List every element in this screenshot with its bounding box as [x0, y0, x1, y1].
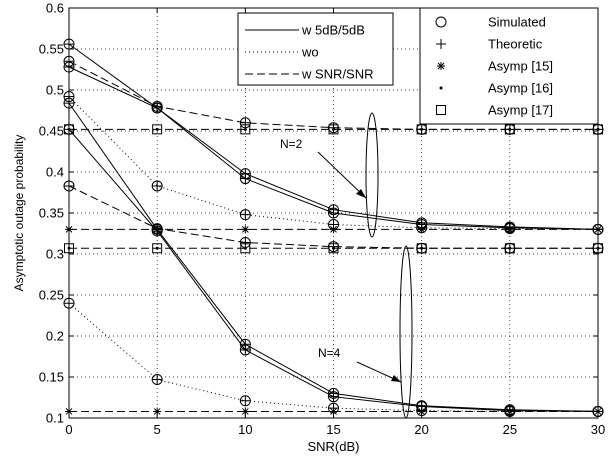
- theoretic-marker: [152, 180, 163, 191]
- asymp15-marker: [505, 407, 514, 416]
- y-tick-label: 0.6: [46, 1, 64, 16]
- theoretic-marker: [328, 208, 339, 218]
- y-tick-label: 0.15: [39, 370, 64, 385]
- asymp15-marker: [505, 225, 514, 234]
- asymp15-marker: [241, 407, 250, 416]
- theoretic-marker: [152, 101, 163, 112]
- x-tick-label: 15: [326, 422, 340, 437]
- asymp17-marker: [504, 124, 515, 135]
- asymp15-marker: [417, 225, 426, 234]
- asymp17-marker: [240, 243, 251, 254]
- marker-legend-box: [419, 7, 599, 125]
- asymp15-marker: [329, 407, 338, 416]
- legend-marker-label: Asymp [16]: [488, 81, 553, 96]
- x-tick-label: 25: [503, 422, 517, 437]
- x-tick-label: 20: [414, 422, 428, 437]
- y-tick-label: 0.2: [46, 329, 64, 344]
- y-tick-label: 0.3: [46, 247, 64, 262]
- annotation-n4: N=4: [318, 346, 341, 360]
- y-tick-label: 0.35: [39, 206, 64, 221]
- asymp15-marker: [241, 225, 250, 234]
- legend-line-label: w SNR/SNR: [301, 67, 374, 82]
- annotation-n2: N=2: [280, 137, 303, 151]
- legend-marker-plus: [436, 39, 446, 49]
- asymp16-marker: [508, 127, 512, 131]
- asymp16-marker: [332, 127, 335, 131]
- x-tick-label: 0: [65, 422, 72, 437]
- x-tick-label: 5: [154, 422, 161, 437]
- y-tick-label: 0.45: [39, 124, 64, 139]
- y-tick-label: 0.25: [39, 288, 64, 303]
- asymp16-marker: [155, 127, 159, 131]
- legend-marker-dot: [439, 86, 443, 90]
- theoretic-marker: [240, 395, 251, 406]
- theoretic-marker: [240, 117, 251, 128]
- legend-marker-label: Theoretic: [488, 37, 543, 52]
- theoretic-marker: [240, 209, 251, 220]
- n2-ellipse: [365, 112, 379, 238]
- axes: 0 5 10 15 20 25 30 0.1 0.15 0.2 0.25 0.3 0.35 0.4 0.45…: [12, 1, 605, 455]
- legend-line-label: wo: [301, 45, 319, 60]
- n2-arrow: [317, 151, 367, 199]
- asymp16-marker: [155, 246, 159, 250]
- asymp17-marker: [152, 124, 163, 135]
- asymp15-marker: [417, 407, 426, 416]
- asymp16-marker: [420, 246, 424, 250]
- asymp16-marker: [243, 127, 247, 131]
- theoretic-marker: [240, 173, 251, 184]
- theoretic-marker: [152, 374, 163, 385]
- asymp17-marker: [152, 243, 163, 254]
- y-tick-label: 0.4: [46, 165, 64, 180]
- y-axis-label: Asymptotic outage probability: [12, 135, 26, 292]
- legend-marker-label: Asymp [15]: [488, 59, 553, 74]
- theoretic-marker: [240, 237, 251, 248]
- y-tick-label: 0.5: [46, 83, 64, 98]
- legend-marker-circle: [435, 16, 447, 28]
- asymp16-marker: [420, 127, 424, 131]
- legends: w 5dB/5dB wo w SNR/SNR Simulated Theoretic As…: [237, 7, 599, 125]
- asymp16-marker: [508, 246, 512, 250]
- legend-marker-square: [436, 105, 446, 115]
- legend-line-label: w 5dB/5dB: [301, 23, 365, 38]
- n4-ellipse: [399, 245, 413, 419]
- n2-arrowhead: [356, 189, 366, 198]
- asymp17-marker: [240, 124, 251, 135]
- asymp16-marker: [243, 246, 247, 250]
- annotations: N=2 N=4: [280, 112, 413, 419]
- theoretic-marker: [240, 344, 251, 355]
- y-tick-label: 0.1: [46, 411, 64, 426]
- legend-marker-label: Simulated: [488, 15, 546, 30]
- x-tick-label: 10: [238, 422, 252, 437]
- n4-arrowhead: [391, 375, 401, 382]
- asymp17-marker: [328, 124, 339, 135]
- asymp16-marker: [332, 246, 335, 250]
- asymp15-marker: [329, 225, 338, 234]
- series-line-solid: [68, 102, 599, 412]
- asymp17-marker: [416, 243, 427, 254]
- theoretic-marker: [328, 391, 339, 402]
- asymp17-marker: [504, 243, 515, 254]
- y-tick-label: 0.55: [39, 42, 64, 57]
- asymp17-marker: [328, 243, 339, 254]
- x-axis-label: SNR(dB): [307, 439, 359, 454]
- legend-marker-star: [437, 62, 445, 70]
- x-tick-label: 30: [591, 422, 605, 437]
- legend-marker-label: Asymp [17]: [488, 103, 553, 118]
- asymp15-marker: [153, 407, 162, 416]
- asymp15-marker: [153, 225, 162, 234]
- line-legend-box: [237, 12, 394, 86]
- asymp17-marker: [416, 124, 427, 135]
